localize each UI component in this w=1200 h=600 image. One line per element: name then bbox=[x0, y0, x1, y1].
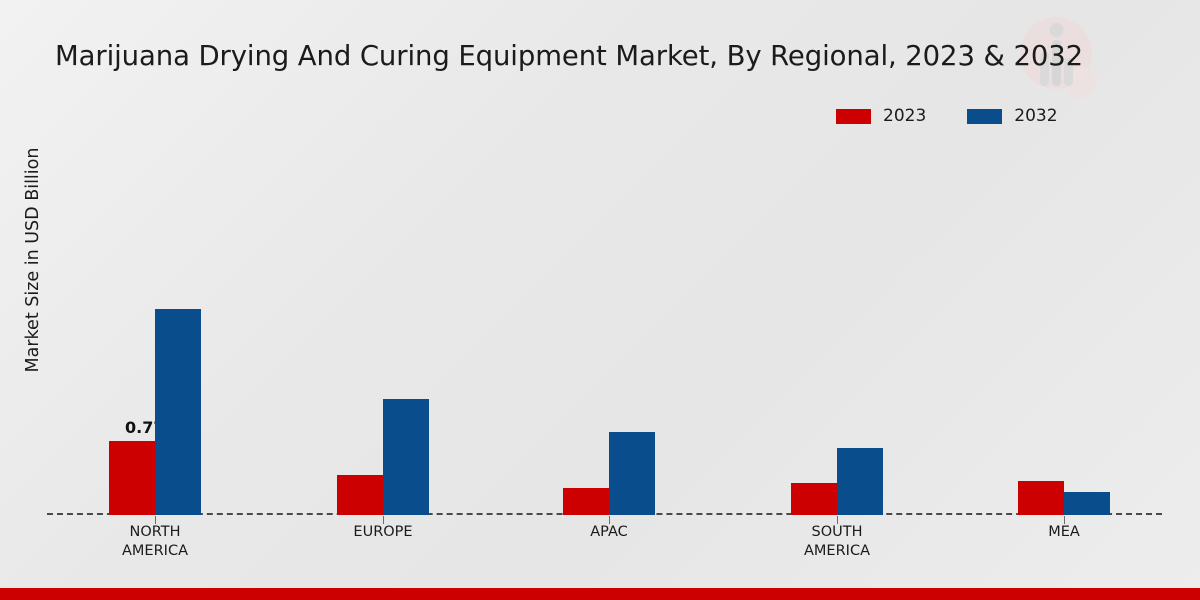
legend-item-2023[interactable]: 2023 bbox=[836, 105, 927, 126]
bars-mea bbox=[1018, 140, 1110, 515]
bar-apac-2032[interactable] bbox=[609, 432, 655, 515]
bars-europe bbox=[337, 140, 429, 515]
bar-north-america-2023[interactable] bbox=[109, 441, 155, 515]
bar-apac-2023[interactable] bbox=[563, 488, 609, 515]
bar-south-america-2032[interactable] bbox=[837, 448, 883, 515]
legend-item-2032[interactable]: 2032 bbox=[967, 105, 1058, 126]
axis-tick-mea bbox=[1064, 516, 1065, 524]
axis-tick-europe bbox=[383, 516, 384, 524]
category-label-line-1: APAC bbox=[590, 524, 628, 540]
chart-title: Marijuana Drying And Curing Equipment Ma… bbox=[55, 40, 1084, 72]
category-label-line-2: AMERICA bbox=[804, 543, 870, 559]
category-label-europe: EUROPE bbox=[353, 523, 412, 542]
category-label-line-1: MEA bbox=[1048, 524, 1080, 540]
axis-tick-south-america bbox=[837, 516, 838, 524]
legend-label-2023: 2023 bbox=[883, 105, 927, 126]
category-label-line-1: SOUTH bbox=[811, 524, 863, 540]
plot-area: 0.77 NORTH AMERICA EUROPE bbox=[47, 140, 1162, 559]
chart-legend: 2023 2032 bbox=[836, 105, 1058, 127]
bars-north-america bbox=[109, 140, 201, 515]
bottom-accent-band bbox=[0, 588, 1200, 600]
legend-label-2032: 2032 bbox=[1014, 105, 1058, 126]
axis-tick-apac bbox=[609, 516, 610, 524]
y-axis-title: Market Size in USD Billion bbox=[23, 147, 43, 373]
category-label-south-america: SOUTH AMERICA bbox=[804, 523, 870, 561]
bar-mea-2023[interactable] bbox=[1018, 481, 1064, 515]
bar-mea-2032[interactable] bbox=[1064, 492, 1110, 515]
legend-swatch-2032 bbox=[967, 108, 1003, 124]
category-label-line-1: EUROPE bbox=[353, 524, 413, 540]
bar-north-america-2032[interactable] bbox=[155, 309, 201, 515]
bar-europe-2023[interactable] bbox=[337, 475, 383, 515]
category-label-line-2: AMERICA bbox=[122, 543, 188, 559]
bar-south-america-2023[interactable] bbox=[791, 483, 837, 515]
legend-swatch-2023 bbox=[836, 108, 871, 124]
category-label-mea: MEA bbox=[1048, 523, 1080, 542]
bar-value-north-america-2023: 0.77 bbox=[125, 418, 165, 437]
axis-tick-north-america bbox=[155, 516, 156, 524]
bars-apac bbox=[563, 140, 655, 515]
bars-south-america bbox=[791, 140, 883, 515]
category-label-north-america: NORTH AMERICA bbox=[122, 523, 188, 561]
category-label-line-1: NORTH bbox=[129, 524, 181, 540]
category-label-apac: APAC bbox=[590, 523, 628, 542]
bar-europe-2032[interactable] bbox=[383, 399, 429, 515]
